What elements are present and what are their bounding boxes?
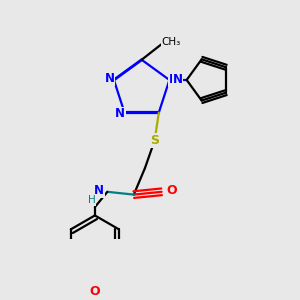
Text: N: N: [169, 74, 178, 86]
Text: O: O: [90, 285, 100, 298]
Text: N: N: [173, 74, 183, 86]
Text: N: N: [115, 107, 125, 121]
Text: O: O: [166, 184, 177, 197]
Text: S: S: [150, 134, 159, 147]
Text: N: N: [94, 184, 104, 197]
Text: N: N: [105, 72, 115, 85]
Text: H: H: [88, 195, 96, 205]
Text: CH₃: CH₃: [161, 37, 181, 47]
